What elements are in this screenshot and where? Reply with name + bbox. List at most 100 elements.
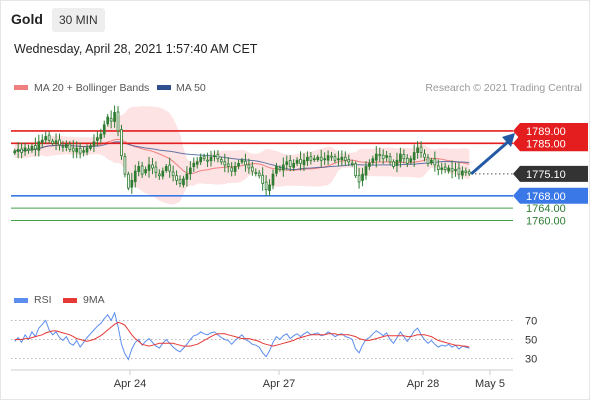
candle — [75, 141, 79, 159]
candle — [350, 159, 354, 167]
candle — [223, 153, 227, 173]
candle — [454, 162, 457, 177]
time-axis-label: May 5 — [475, 378, 505, 390]
rsi-legend-label: RSI — [34, 294, 52, 306]
time-axis-label: Apr 27 — [263, 378, 295, 390]
candle — [16, 142, 20, 159]
candle — [137, 161, 141, 177]
candle — [295, 157, 299, 167]
candle — [233, 161, 237, 176]
candle — [20, 142, 23, 159]
candle — [89, 143, 92, 151]
candle — [447, 164, 450, 174]
candle — [419, 141, 423, 158]
candle — [268, 179, 271, 196]
candle — [199, 153, 203, 166]
candle — [144, 166, 147, 176]
candle — [261, 167, 265, 191]
candle — [175, 170, 178, 186]
candle — [319, 149, 323, 168]
candle — [399, 147, 402, 168]
level-tag-support — [513, 187, 588, 204]
candle — [333, 153, 337, 164]
candle — [457, 162, 461, 180]
symbol-title: Gold — [11, 11, 43, 27]
candle — [34, 137, 37, 157]
candle — [381, 149, 385, 164]
candle — [71, 140, 75, 159]
candle — [237, 159, 240, 170]
candle — [123, 152, 127, 178]
level-label-target: 1764.00 — [526, 203, 566, 215]
candle — [364, 161, 368, 180]
candle — [385, 150, 388, 162]
rsi-tick-label: 50 — [525, 335, 537, 347]
candle — [409, 155, 413, 165]
candle — [285, 155, 289, 171]
candle — [278, 165, 282, 172]
candle — [216, 150, 220, 163]
level-tag-resistance — [513, 135, 588, 152]
rsi-ma-line — [14, 321, 470, 348]
time-axis: Apr 24 Apr 27 Apr 28 May 5 — [114, 370, 505, 390]
candle — [168, 157, 172, 178]
candle — [54, 133, 58, 151]
credit-label: Research © 2021 Trading Central — [425, 82, 582, 94]
level-label-support: 1768.00 — [526, 191, 566, 203]
candle — [92, 134, 96, 153]
candle — [436, 159, 440, 176]
candle — [392, 159, 395, 169]
candle — [23, 142, 27, 156]
candle — [195, 157, 199, 169]
candle — [158, 169, 161, 180]
candle — [147, 156, 151, 178]
candle — [395, 152, 399, 173]
timeframe-badge[interactable]: 30 MIN — [52, 8, 105, 32]
candle — [140, 161, 144, 178]
candle — [388, 152, 392, 166]
candle — [209, 150, 213, 167]
candle — [47, 131, 51, 144]
candle — [302, 153, 306, 171]
candle — [85, 144, 89, 156]
candle — [188, 161, 192, 180]
candle — [309, 152, 313, 165]
candle — [164, 163, 168, 173]
candle — [37, 134, 41, 157]
candle — [219, 156, 223, 165]
candle — [440, 162, 444, 175]
candle — [116, 106, 120, 137]
candle — [326, 150, 330, 165]
forecast-arrow-line — [470, 139, 510, 175]
candle — [281, 157, 285, 177]
candle — [461, 166, 464, 180]
candle — [299, 151, 302, 171]
rsi-tick-label: 30 — [525, 354, 537, 366]
rsi-line — [14, 311, 470, 361]
candle — [40, 134, 44, 148]
candle — [106, 114, 110, 127]
rsi-panel: 70 50 30 — [11, 311, 537, 366]
candle — [68, 141, 72, 153]
candle — [323, 152, 326, 166]
candle — [430, 157, 433, 166]
candle — [44, 131, 48, 144]
candle — [178, 175, 182, 188]
ma50-legend-label: MA 50 — [176, 82, 206, 94]
candle — [120, 124, 123, 160]
datetime-label: Wednesday, April 28, 2021 1:57:40 AM CET — [14, 42, 258, 56]
candle — [247, 158, 251, 174]
candle — [347, 154, 351, 167]
candle — [371, 155, 375, 166]
candle — [361, 167, 364, 187]
candles — [13, 105, 471, 196]
candle — [423, 149, 426, 162]
candle — [130, 172, 134, 194]
candle — [240, 157, 244, 165]
candle — [306, 151, 309, 166]
candle — [171, 165, 175, 182]
candle — [133, 164, 137, 188]
